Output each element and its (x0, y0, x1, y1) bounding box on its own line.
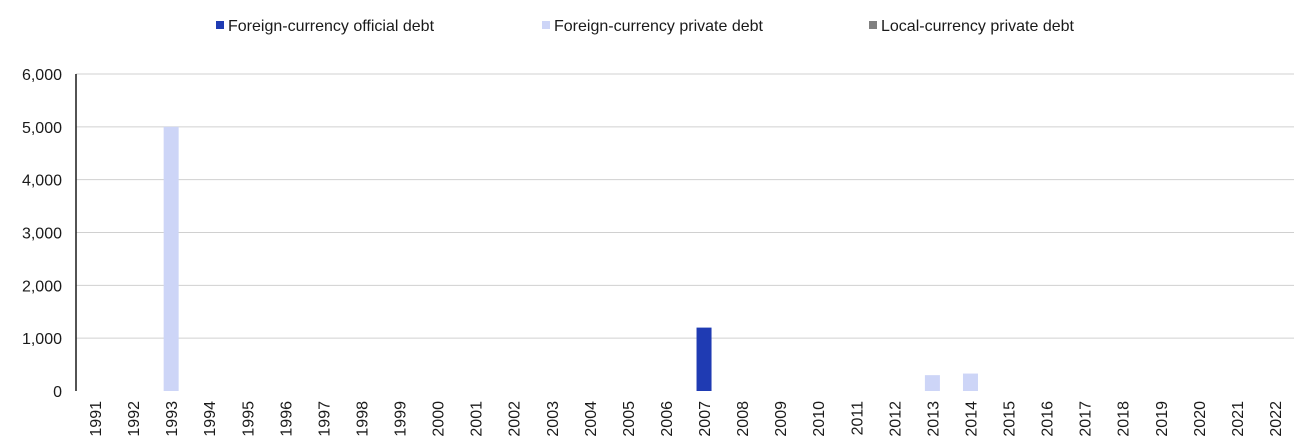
y-axis-tick-labels: 0 1,000 2,000 3,000 4,000 5,000 6,000 (22, 67, 62, 401)
x-tick-label: 2002 (507, 401, 524, 437)
x-tick-label: 2012 (887, 401, 904, 437)
x-tick-label: 2022 (1268, 401, 1285, 437)
bars (163, 126, 978, 391)
x-tick-label: 1994 (202, 401, 219, 437)
legend-swatch (216, 21, 224, 29)
x-tick-label: 2005 (621, 401, 638, 437)
legend-label: Foreign-currency private debt (554, 18, 764, 35)
x-tick-label: 1995 (240, 401, 257, 437)
x-tick-label: 2018 (1116, 401, 1133, 437)
x-tick-label: 2020 (1192, 401, 1209, 437)
x-tick-label: 2006 (659, 401, 676, 437)
legend-swatch (869, 21, 877, 29)
x-tick-label: 2003 (545, 401, 562, 437)
x-tick-label: 2017 (1078, 401, 1095, 437)
legend-swatch (542, 21, 550, 29)
legend-label: Foreign-currency official debt (228, 18, 435, 35)
x-tick-label: 2013 (925, 401, 942, 437)
y-tick-label: 3,000 (22, 226, 62, 243)
x-tick-label: 1993 (164, 401, 181, 437)
chart-legend: Foreign-currency official debt Foreign-cu… (216, 18, 1075, 35)
x-tick-label: 2004 (583, 401, 600, 437)
x-tick-label: 2010 (811, 401, 828, 437)
y-tick-label: 1,000 (22, 331, 62, 348)
gridlines (76, 73, 1294, 339)
y-tick-label: 6,000 (22, 67, 62, 84)
x-tick-label: 2000 (431, 401, 448, 437)
x-tick-label: 2021 (1230, 401, 1247, 437)
x-tick-label: 2011 (849, 401, 866, 436)
x-tick-label: 1997 (316, 401, 333, 437)
x-tick-label: 2009 (773, 401, 790, 437)
y-tick-label: 2,000 (22, 278, 62, 295)
x-tick-label: 1992 (126, 401, 143, 437)
x-tick-label: 1991 (88, 401, 105, 437)
x-tick-label: 2016 (1040, 401, 1057, 437)
y-tick-label: 4,000 (22, 173, 62, 190)
x-tick-label: 2014 (963, 401, 980, 437)
bar-2007 (696, 327, 712, 391)
legend-label: Local-currency private debt (881, 18, 1075, 35)
x-axis-tick-labels: 1991 1992 1993 1994 1995 1996 1997 1998 1999 2000… (88, 401, 1285, 437)
y-tick-label: 5,000 (22, 120, 62, 137)
x-tick-label: 1998 (354, 401, 371, 437)
bar-1993 (163, 126, 179, 391)
x-tick-label: 2007 (697, 401, 714, 437)
x-tick-label: 2008 (735, 401, 752, 437)
y-tick-label: 0 (53, 384, 62, 401)
x-tick-label: 1996 (278, 401, 295, 437)
x-tick-label: 2001 (469, 401, 486, 437)
bar-2014 (962, 373, 978, 391)
bar-2013 (924, 375, 940, 391)
x-tick-label: 2019 (1154, 401, 1171, 437)
x-tick-label: 2015 (1002, 401, 1019, 437)
x-tick-label: 1999 (393, 401, 410, 437)
